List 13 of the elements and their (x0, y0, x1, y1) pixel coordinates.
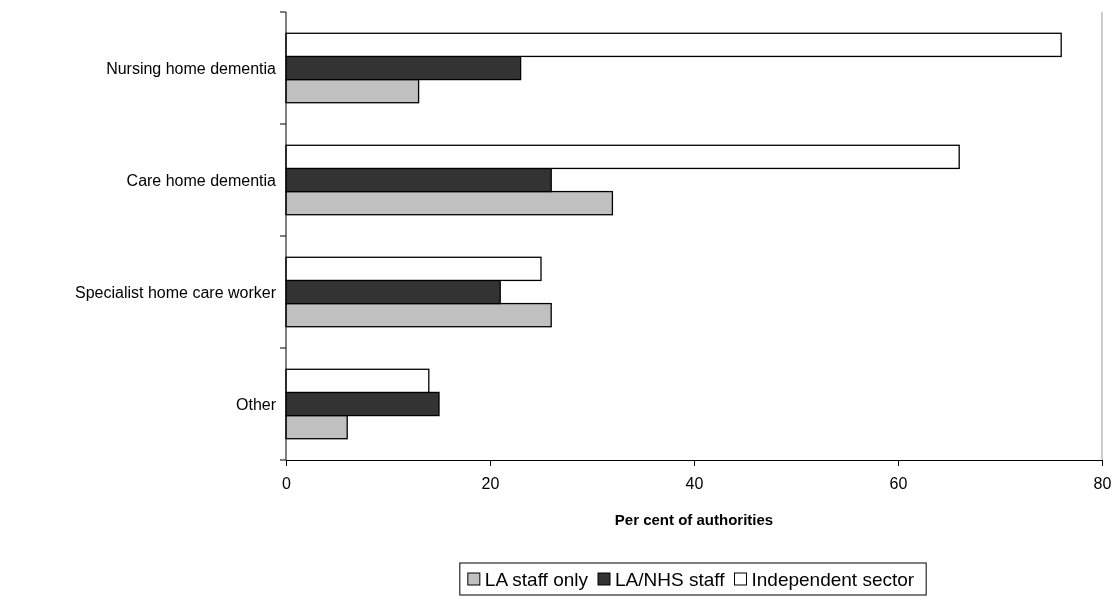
x-axis-title: Per cent of authorities (614, 511, 774, 528)
legend-label: LA staff only (484, 568, 589, 590)
x-tick-label: 40 (685, 475, 704, 493)
x-tick-label: 80 (1093, 475, 1112, 493)
x-tick-label: 20 (481, 475, 500, 493)
y-tick-label: Specialist home care worker (75, 283, 277, 301)
legend-label: LA/NHS staff (615, 568, 726, 590)
y-tick-label: Care home dementia (126, 171, 277, 189)
legend-label: Independent sector (751, 568, 915, 590)
x-tick-label: 0 (282, 475, 292, 493)
x-tick-label: 60 (889, 475, 908, 493)
y-tick-label: Other (235, 395, 277, 413)
y-tick-label: Nursing home dementia (106, 59, 277, 77)
